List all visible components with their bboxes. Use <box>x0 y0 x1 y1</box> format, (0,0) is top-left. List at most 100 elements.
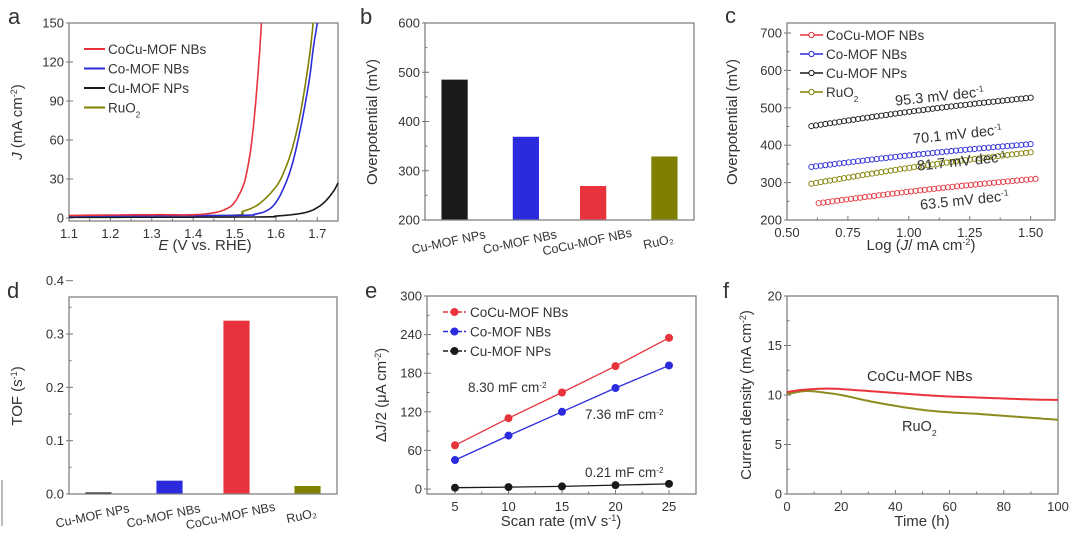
data-point <box>977 180 984 188</box>
data-point <box>884 191 891 198</box>
data-point <box>940 184 947 191</box>
x-category-label: Cu-MOF NPs <box>410 227 486 256</box>
data-point <box>836 118 843 125</box>
data-point <box>822 120 829 128</box>
data-point <box>1013 96 1020 103</box>
data-point <box>980 99 988 106</box>
y-tick-label: 0.4 <box>46 273 64 288</box>
label-text-span: 7.36 mF cm <box>585 407 656 422</box>
data-point <box>901 165 908 172</box>
legend: CoCu-MOF NBs Co-MOF NBs Cu-MOF NPs RuO2 <box>84 42 207 119</box>
y-tick-label: 0 <box>57 211 64 226</box>
data-point <box>817 162 824 169</box>
data-point <box>812 122 820 129</box>
series-cu-mof-nps <box>451 479 673 492</box>
x-tick-label: 1.00 <box>896 225 921 240</box>
label-text-span: 2 <box>854 95 859 104</box>
data-point <box>1008 142 1016 149</box>
x-category-label: Cu-MOF NPs <box>54 501 130 530</box>
y-tick-label: 600 <box>760 63 782 78</box>
data-point <box>854 158 862 165</box>
data-point <box>892 110 899 117</box>
data-point <box>843 196 850 203</box>
y-tick-label: 0.2 <box>46 380 64 395</box>
y-tick-label: 10 <box>768 388 782 403</box>
data-point <box>948 148 955 155</box>
y-tick-label: 700 <box>760 26 782 41</box>
x-category-label: RuO₂ <box>642 232 675 252</box>
label-text-span: -2 <box>962 237 970 247</box>
data-point <box>971 155 978 163</box>
bar-cu-mof-nps <box>441 79 468 220</box>
y-axis-label: TOF (s-1) <box>9 366 26 425</box>
y-tick-label: 240 <box>400 327 422 342</box>
data-point <box>840 118 848 125</box>
y-tick-label: 0 <box>775 487 782 502</box>
data-point <box>954 183 961 190</box>
data-point <box>1022 141 1030 148</box>
y-axis-label: Overpotential (mV) <box>724 59 741 185</box>
label-text-span: ) <box>970 237 975 254</box>
data-point <box>971 145 978 152</box>
data-point <box>952 102 960 109</box>
data-point <box>864 157 871 164</box>
data-point <box>1004 151 1011 159</box>
data-point <box>938 148 946 156</box>
data-point <box>910 151 918 158</box>
series-line-cocu-mof-nbs <box>786 387 1058 401</box>
label-text-span: -2 <box>738 315 748 323</box>
data-point <box>901 109 908 116</box>
data-point <box>1008 96 1016 103</box>
x-tick-label: 0.75 <box>835 225 860 240</box>
label-text-span: 2 <box>932 428 937 438</box>
data-point <box>915 151 922 158</box>
data-point <box>994 153 1002 160</box>
data-point <box>896 153 904 160</box>
legend-label: CoCu-MOF NBs <box>826 28 925 43</box>
y-tick-label: 200 <box>398 213 420 228</box>
legend-label: CoCu-MOF NBs <box>470 305 569 320</box>
data-point <box>896 166 904 173</box>
data-point <box>948 158 955 166</box>
data-point <box>966 101 974 108</box>
data-point <box>870 192 878 199</box>
x-tick-label: 100 <box>1047 499 1069 514</box>
data-point <box>861 194 868 201</box>
data-point <box>882 111 890 119</box>
data-point <box>906 108 913 115</box>
panel-letter-b: b <box>360 4 372 29</box>
y-tick-label: 0.0 <box>46 487 64 502</box>
data-point <box>962 157 969 164</box>
legend-label: Cu-MOF NPs <box>108 81 189 96</box>
x-axis-label: Scan rate (mV s-1) <box>501 513 622 530</box>
x-axis-label: Log (J/ mA cm-2) <box>867 237 976 254</box>
data-point <box>611 362 620 371</box>
data-point <box>1023 176 1030 183</box>
y-tick-label: 20 <box>768 289 782 304</box>
data-point <box>921 186 928 193</box>
y-tick-label: 500 <box>760 100 782 115</box>
data-point <box>868 170 876 177</box>
y-tick-label: 90 <box>50 94 64 109</box>
data-point <box>504 431 513 440</box>
data-point <box>1027 94 1034 101</box>
data-point <box>1022 149 1030 156</box>
y-axis-label: J (mA cm-2) <box>9 84 26 161</box>
data-point <box>990 144 997 151</box>
label-text-span: TOF (s <box>9 379 26 425</box>
y-tick-label: 150 <box>42 16 64 31</box>
data-point <box>894 190 901 197</box>
x-tick-label: 40 <box>888 499 902 514</box>
y-tick-label: 180 <box>400 366 422 381</box>
bar-cu-mof-nps <box>85 492 112 494</box>
y-tick-label: 300 <box>398 163 420 178</box>
label-text-span: -1 <box>9 371 19 379</box>
data-point <box>976 100 983 107</box>
data-point <box>995 179 1002 186</box>
data-point <box>907 188 914 195</box>
label-text-span: -2 <box>656 408 664 417</box>
label-text-span: (V vs. RHE) <box>168 237 251 254</box>
data-point <box>896 109 904 117</box>
